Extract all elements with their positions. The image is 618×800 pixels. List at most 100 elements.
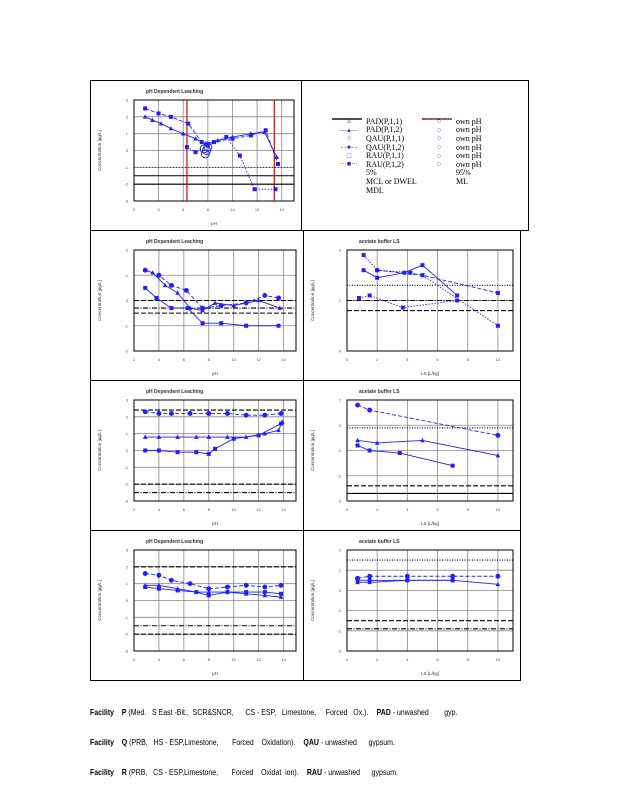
y-tick-label: 2 <box>126 564 129 569</box>
data-point <box>276 323 281 328</box>
x-axis-label: LS [L/kg] <box>421 371 439 376</box>
x-tick-label: 10 <box>496 657 501 662</box>
data-point <box>162 282 168 288</box>
data-point <box>143 585 148 590</box>
data-point <box>156 111 161 116</box>
legend-item: ○ QAU(P,1,1) <box>332 134 417 143</box>
data-point <box>231 436 236 441</box>
y-tick-label: -2 <box>124 182 128 187</box>
legend-label: own pH <box>456 151 482 161</box>
caption-material: PAD <box>376 707 391 717</box>
data-point <box>244 590 249 595</box>
legend-symbol-icon: ○ <box>436 151 442 160</box>
y-tick-label: 0 <box>339 588 342 593</box>
x-tick-label: 0 <box>346 357 349 362</box>
data-point <box>495 323 500 328</box>
legend-label: own pH <box>456 159 482 169</box>
legend-label: RAU(P,1,2) <box>366 159 404 169</box>
data-point <box>355 443 360 448</box>
data-point <box>142 114 148 119</box>
series-line <box>357 579 498 585</box>
x-tick-label: 10 <box>230 207 235 212</box>
data-point <box>175 290 180 295</box>
legend-item: 5% <box>332 118 417 177</box>
data-point <box>355 402 361 408</box>
data-point <box>278 594 284 599</box>
legend-label: own pH <box>456 142 482 152</box>
data-point <box>420 263 425 268</box>
x-tick-label: 14 <box>281 357 286 362</box>
legend-label: QAU(P,1,1) <box>366 133 405 143</box>
data-point <box>374 440 380 445</box>
data-point <box>206 589 212 594</box>
y-tick-label: -3 <box>124 199 128 204</box>
x-tick-label: 0 <box>346 507 349 512</box>
data-point <box>402 270 407 275</box>
legend-panel: ▵ PAD(P,1,1) —▴— PAD(P,1,2) ○ QAU(P,1,1) - -●-… <box>301 80 529 231</box>
legend-label: PAD(P,1,1) <box>366 116 403 126</box>
y-tick-label: 2 <box>339 248 342 253</box>
x-tick-label: 4 <box>406 657 409 662</box>
data-point <box>206 593 211 598</box>
data-point <box>194 434 199 439</box>
series-line <box>145 584 282 598</box>
legend-label: PAD(P,1,2) <box>366 125 403 135</box>
chart-title: pH Dependent Leaching <box>146 539 203 545</box>
data-point <box>455 298 460 303</box>
x-tick-label: 12 <box>256 657 261 662</box>
y-tick-label: 1 <box>339 568 342 573</box>
data-point <box>187 411 193 416</box>
caption-row: Facility Q (PRB, HS - ESP,Limestone, For… <box>90 737 466 747</box>
data-point <box>262 431 268 436</box>
series-line <box>363 254 499 327</box>
data-point <box>262 592 268 598</box>
data-point <box>212 140 216 145</box>
data-point <box>156 572 162 578</box>
data-point <box>186 121 191 126</box>
y-tick-label: 3 <box>126 398 129 403</box>
x-tick-label: 8 <box>467 357 470 362</box>
data-point <box>244 323 249 328</box>
legend-item: ○ own pH <box>422 143 482 152</box>
data-point <box>405 578 410 583</box>
y-tick-label: 0 <box>339 423 342 428</box>
data-point <box>156 411 162 416</box>
data-point <box>400 305 405 310</box>
x-axis-label: LS [L/kg] <box>421 671 439 676</box>
y-tick-label: 3 <box>126 98 129 103</box>
data-point <box>277 305 283 310</box>
legend-item: MCL or DWEL <box>332 118 417 186</box>
x-axis-label: pH <box>212 671 218 676</box>
caption-code: P <box>121 707 127 717</box>
x-tick-label: 10 <box>496 507 501 512</box>
data-point <box>230 136 235 141</box>
data-point <box>213 446 217 451</box>
x-tick-label: 14 <box>279 207 284 212</box>
legend-label: ML <box>456 176 468 186</box>
data-point <box>168 114 173 119</box>
y-tick-label: -2 <box>337 628 341 633</box>
caption-tail: - unwashed gyp. <box>392 707 458 717</box>
legend-symbol-icon: ○ <box>436 134 442 143</box>
data-point <box>194 590 199 595</box>
y-axis-label: Concentration [µg/L] <box>97 130 102 171</box>
x-tick-label: 4 <box>158 507 161 512</box>
legend-symbol-icon: □ <box>346 151 352 160</box>
data-point <box>367 407 373 413</box>
data-point <box>262 584 268 590</box>
chart-panel-3: pH Dependent Leaching 2 4 6 8 10 12 14 -3 -2 -1 0 1 2… <box>90 380 304 531</box>
data-point <box>237 153 242 158</box>
data-point <box>397 451 402 456</box>
data-point <box>256 298 261 303</box>
x-tick-label: 4 <box>406 507 409 512</box>
chart-panel-5: acetate buffer LS 0 2 4 6 8 10 0 1 2 LS [L/kg] Conc… <box>303 230 521 381</box>
data-point <box>143 285 148 290</box>
data-point <box>276 295 282 301</box>
data-point <box>156 272 162 278</box>
y-tick-label: -1 <box>124 465 128 470</box>
caption-facility: Facility <box>90 737 115 747</box>
legend-symbol-icon: ○ <box>436 125 442 134</box>
legend-label: own pH <box>456 116 482 126</box>
data-point <box>168 577 174 583</box>
x-tick-label: 14 <box>281 657 286 662</box>
